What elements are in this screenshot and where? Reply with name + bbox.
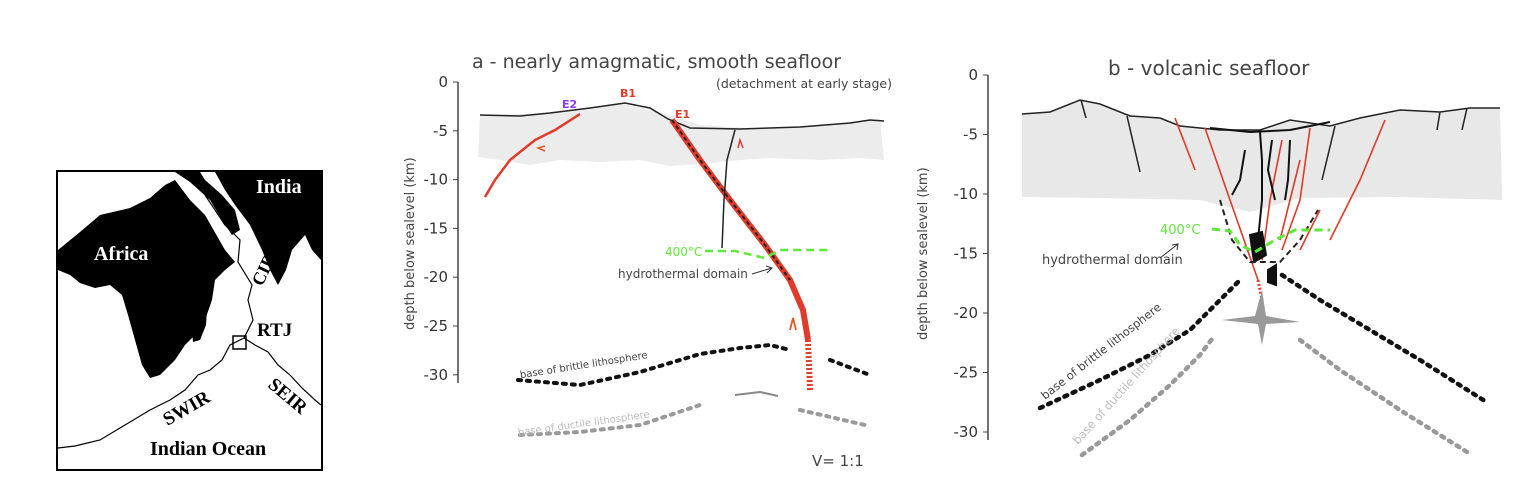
panel-a: a - nearly amagmatic, smooth seafloor (d… [403,51,892,470]
panel-b-normal-faults [1080,99,1468,181]
panel-a-detachment-e1-deep [805,339,813,391]
panel-b-tick-label: -15 [954,245,979,263]
label-hydrothermal-b: hydrothermal domain [1042,253,1183,268]
panel-a-fault-e2 [483,112,581,198]
label-india: India [256,176,302,198]
panel-a-shear-arrow-deep [789,317,797,331]
label-e2: E2 [562,98,577,111]
seir-ridge [243,337,321,406]
panel-b-tick-label: -20 [954,304,979,322]
panel-a-base-ductile [518,403,867,437]
label-isotherm-b: 400°C [1160,223,1200,238]
panel-b-tick-label: -30 [954,423,979,441]
label-scale: V= 1:1 [812,452,864,470]
label-b1: B1 [620,87,636,100]
panel-b-dike-network [1209,121,1331,287]
panel-a-tick-label: -25 [424,317,449,335]
panel-a-seafloor [479,102,885,130]
swir-ridge [58,337,245,449]
panel-b-base-brittle [1037,272,1491,411]
panel-a-tick-label: -10 [424,171,449,189]
panel-b-tick-label: 0 [968,66,978,84]
panel-b-melt-body [1222,290,1300,345]
hydrothermal-arrow-a [751,265,773,275]
panel-a-tick-label: -20 [424,268,449,286]
panel-a-detachment-damage [671,119,791,281]
label-brittle-b: base of brittle lithosphere [1038,300,1164,402]
india-landmass [215,172,321,285]
panel-a-title: a - nearly amagmatic, smooth seafloor [472,51,841,73]
panel-b-tick-label: -5 [963,126,978,144]
cir-ridge [204,194,254,339]
panel-a-melt-lens [734,390,779,397]
label-isotherm-a: 400°C [665,245,702,259]
location-map: India Africa CIR RTJ SWIR SEIR Indian Oc… [56,170,323,471]
panel-b-base-ductile [1079,332,1470,458]
panel-b-isotherm-400 [1211,227,1330,254]
panel-b: b - volcanic seafloor 0 -5 -10 -15 -20 -25 -30… [916,56,1502,458]
panel-a-isotherm-400 [705,248,830,260]
panel-a-subtitle: (detachment at early stage) [716,76,892,91]
label-rtj: RTJ [257,320,292,341]
panel-b-title: b - volcanic seafloor [1108,56,1310,80]
panel-b-y-axis-label: depth below sealevel (km) [916,167,931,340]
panel-a-tick-label: -30 [424,366,449,384]
study-area-box [232,335,247,350]
label-africa: Africa [94,243,148,265]
panel-a-tick-label: -15 [424,219,449,237]
panel-a-tick-label: 0 [438,73,448,91]
panel-a-shear-arrow-shallow [737,137,744,149]
hydrothermal-arrow-b [1159,243,1179,259]
madagascar-landmass [192,310,207,342]
label-brittle-a: base of brittle lithosphere [519,350,648,381]
africa-landmass [58,180,235,378]
panel-b-tick-label: -10 [954,185,979,203]
panel-a-tick-label: -5 [433,122,448,140]
panel-a-base-brittle [516,342,872,388]
panel-a-y-axis-label: depth below sealevel (km) [403,157,418,330]
label-hydrothermal-a: hydrothermal domain [618,267,748,281]
panel-b-tick-label: -25 [954,364,979,382]
panel-a-vertical-dike [721,129,736,249]
label-indian-ocean: Indian Ocean [150,438,266,460]
panel-a-shear-arrow-e2 [535,145,546,152]
asia-landmass [300,172,321,260]
label-e1: E1 [675,108,690,121]
